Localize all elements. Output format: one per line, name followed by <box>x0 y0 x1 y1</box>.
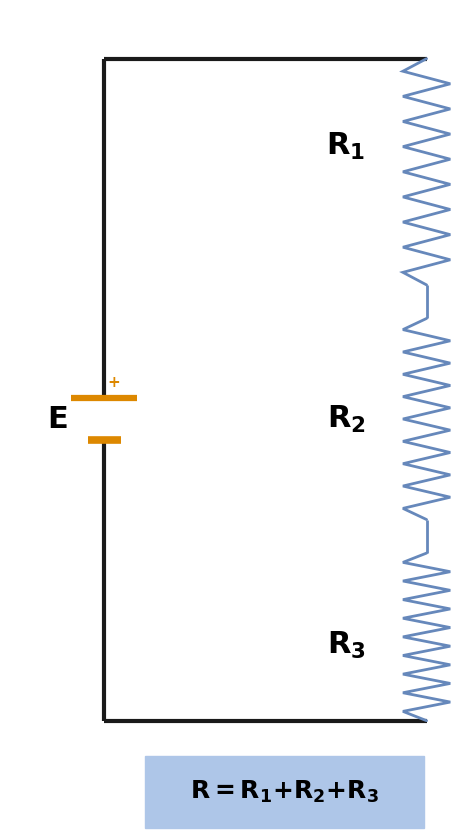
FancyBboxPatch shape <box>145 756 424 828</box>
Text: $\mathbf{R_2}$: $\mathbf{R_2}$ <box>327 403 365 435</box>
Text: $\mathbf{R_3}$: $\mathbf{R_3}$ <box>327 629 365 661</box>
Text: $\mathbf{R{=}R_1{+}R_2{+}R_3}$: $\mathbf{R{=}R_1{+}R_2{+}R_3}$ <box>190 779 379 805</box>
Text: +: + <box>108 375 120 391</box>
Text: $\mathbf{E}$: $\mathbf{E}$ <box>46 405 67 433</box>
Text: $\mathbf{R_1}$: $\mathbf{R_1}$ <box>327 131 365 163</box>
